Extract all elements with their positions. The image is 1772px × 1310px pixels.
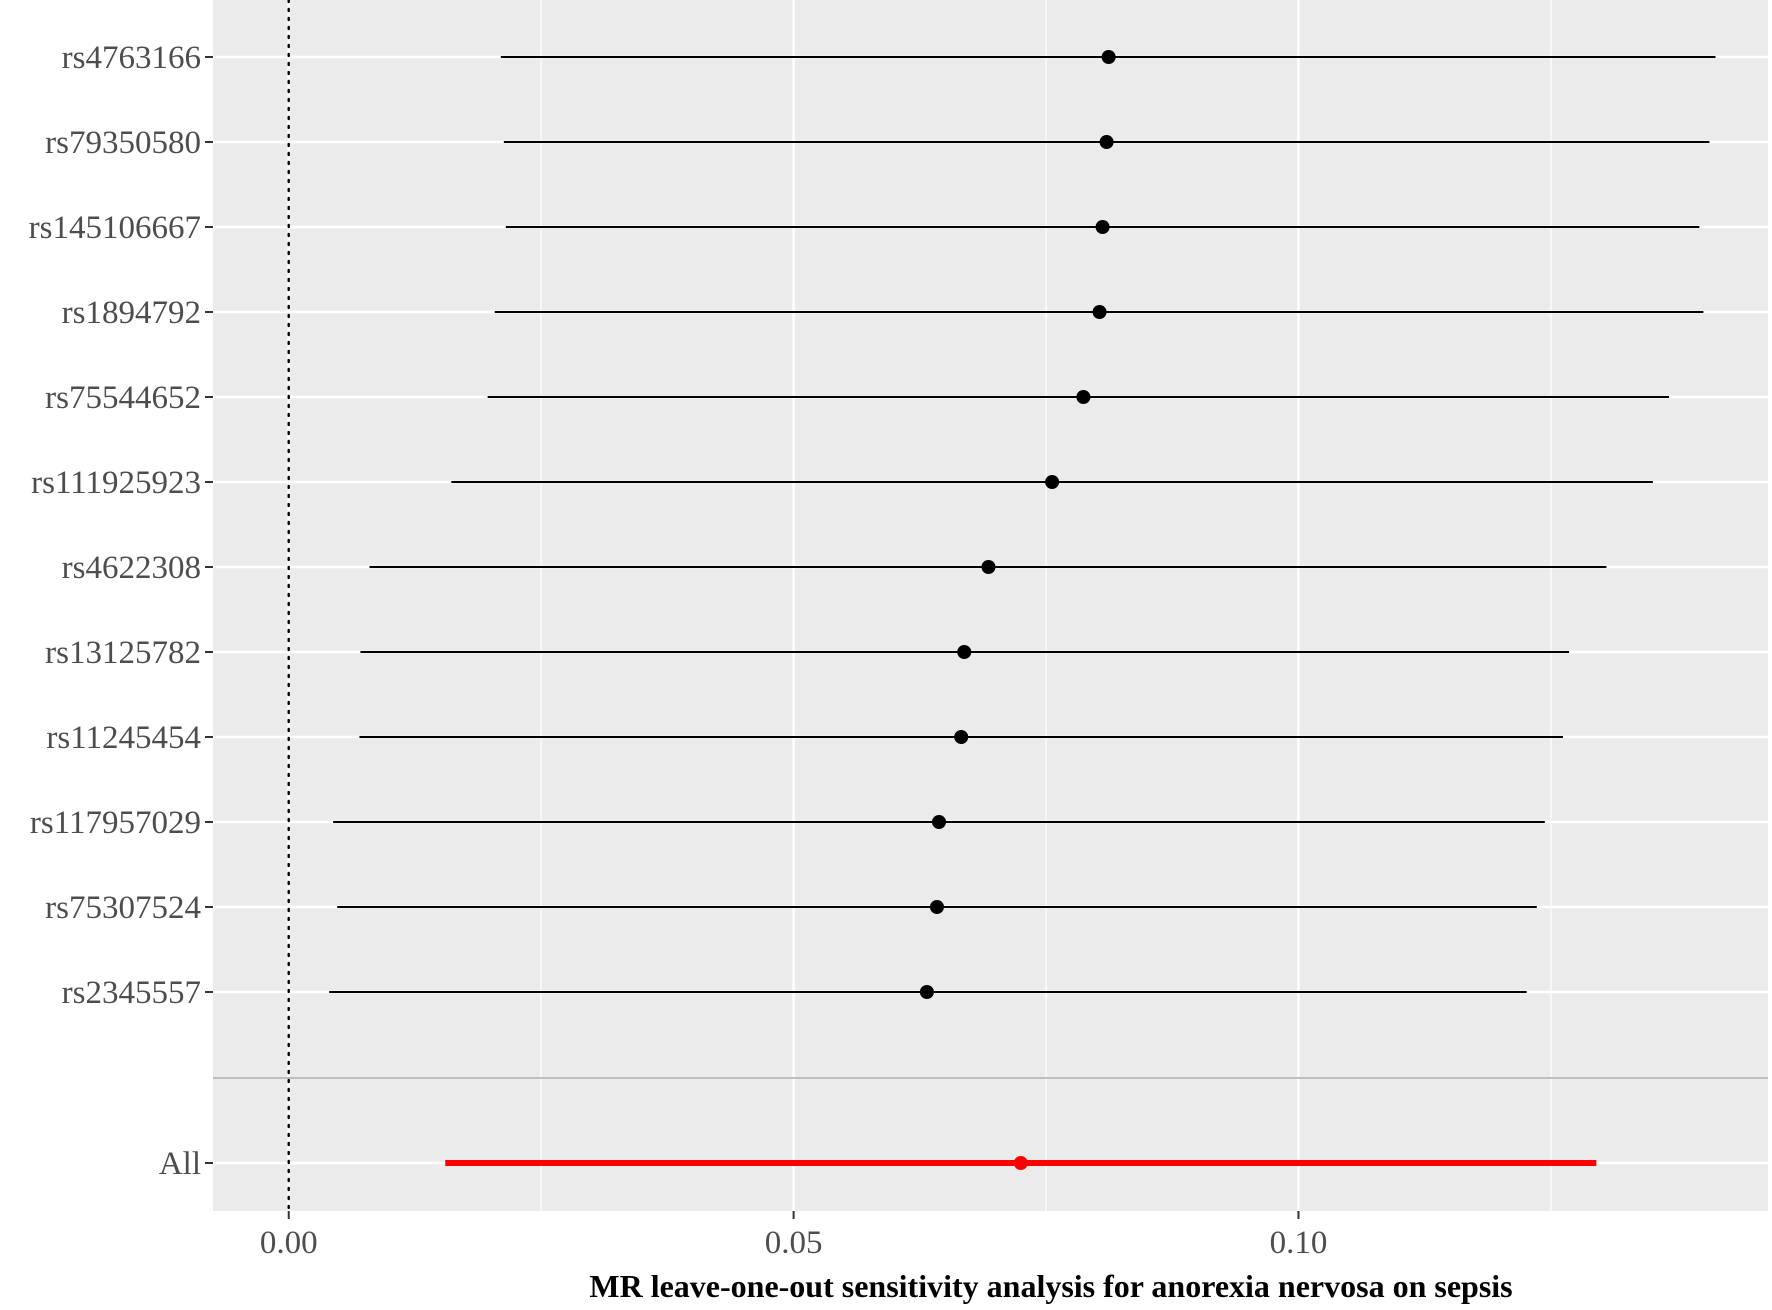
estimate-point: [1101, 50, 1116, 64]
summary-point: [1013, 1156, 1028, 1170]
estimate-point: [1076, 390, 1091, 404]
y-tick-label: rs2345557: [62, 975, 201, 1011]
x-tick-label: 0.00: [260, 1225, 318, 1261]
y-tick-label-summary: All: [159, 1146, 201, 1182]
estimate-marks: [329, 50, 1716, 1170]
y-tick-label: rs79350580: [45, 125, 201, 161]
estimate-point: [957, 645, 972, 659]
estimate-point: [954, 730, 969, 744]
estimate-point: [981, 560, 996, 574]
y-tick-label: rs117957029: [30, 805, 201, 841]
x-axis-title: MR leave-one-out sensitivity analysis fo…: [589, 1268, 1512, 1304]
y-tick-label: rs111925923: [31, 465, 201, 501]
y-tick-label: rs4622308: [62, 550, 201, 586]
y-tick-label: rs11245454: [46, 720, 201, 756]
estimate-point: [1095, 220, 1110, 234]
estimate-point: [1099, 135, 1114, 149]
estimate-point: [919, 985, 934, 999]
x-axis-ticks: 0.00 0.05 0.10: [260, 1211, 1327, 1261]
y-tick-label: rs145106667: [29, 210, 201, 246]
y-axis-labels: rs4763166 rs79350580 rs145106667 rs1894792 r…: [29, 40, 213, 1182]
y-tick-label: rs1894792: [62, 295, 201, 331]
plot-panel: [213, 0, 1768, 1211]
x-tick-label: 0.10: [1270, 1225, 1328, 1261]
estimate-point: [932, 815, 947, 829]
y-tick-label: rs13125782: [45, 635, 201, 671]
estimate-point: [1092, 305, 1107, 319]
y-tick-label: rs75544652: [45, 380, 201, 416]
x-tick-label: 0.05: [765, 1225, 823, 1261]
estimate-point: [1045, 475, 1060, 489]
y-tick-label: rs75307524: [45, 890, 201, 926]
y-tick-label: rs4763166: [62, 40, 201, 76]
estimate-point: [929, 900, 944, 914]
